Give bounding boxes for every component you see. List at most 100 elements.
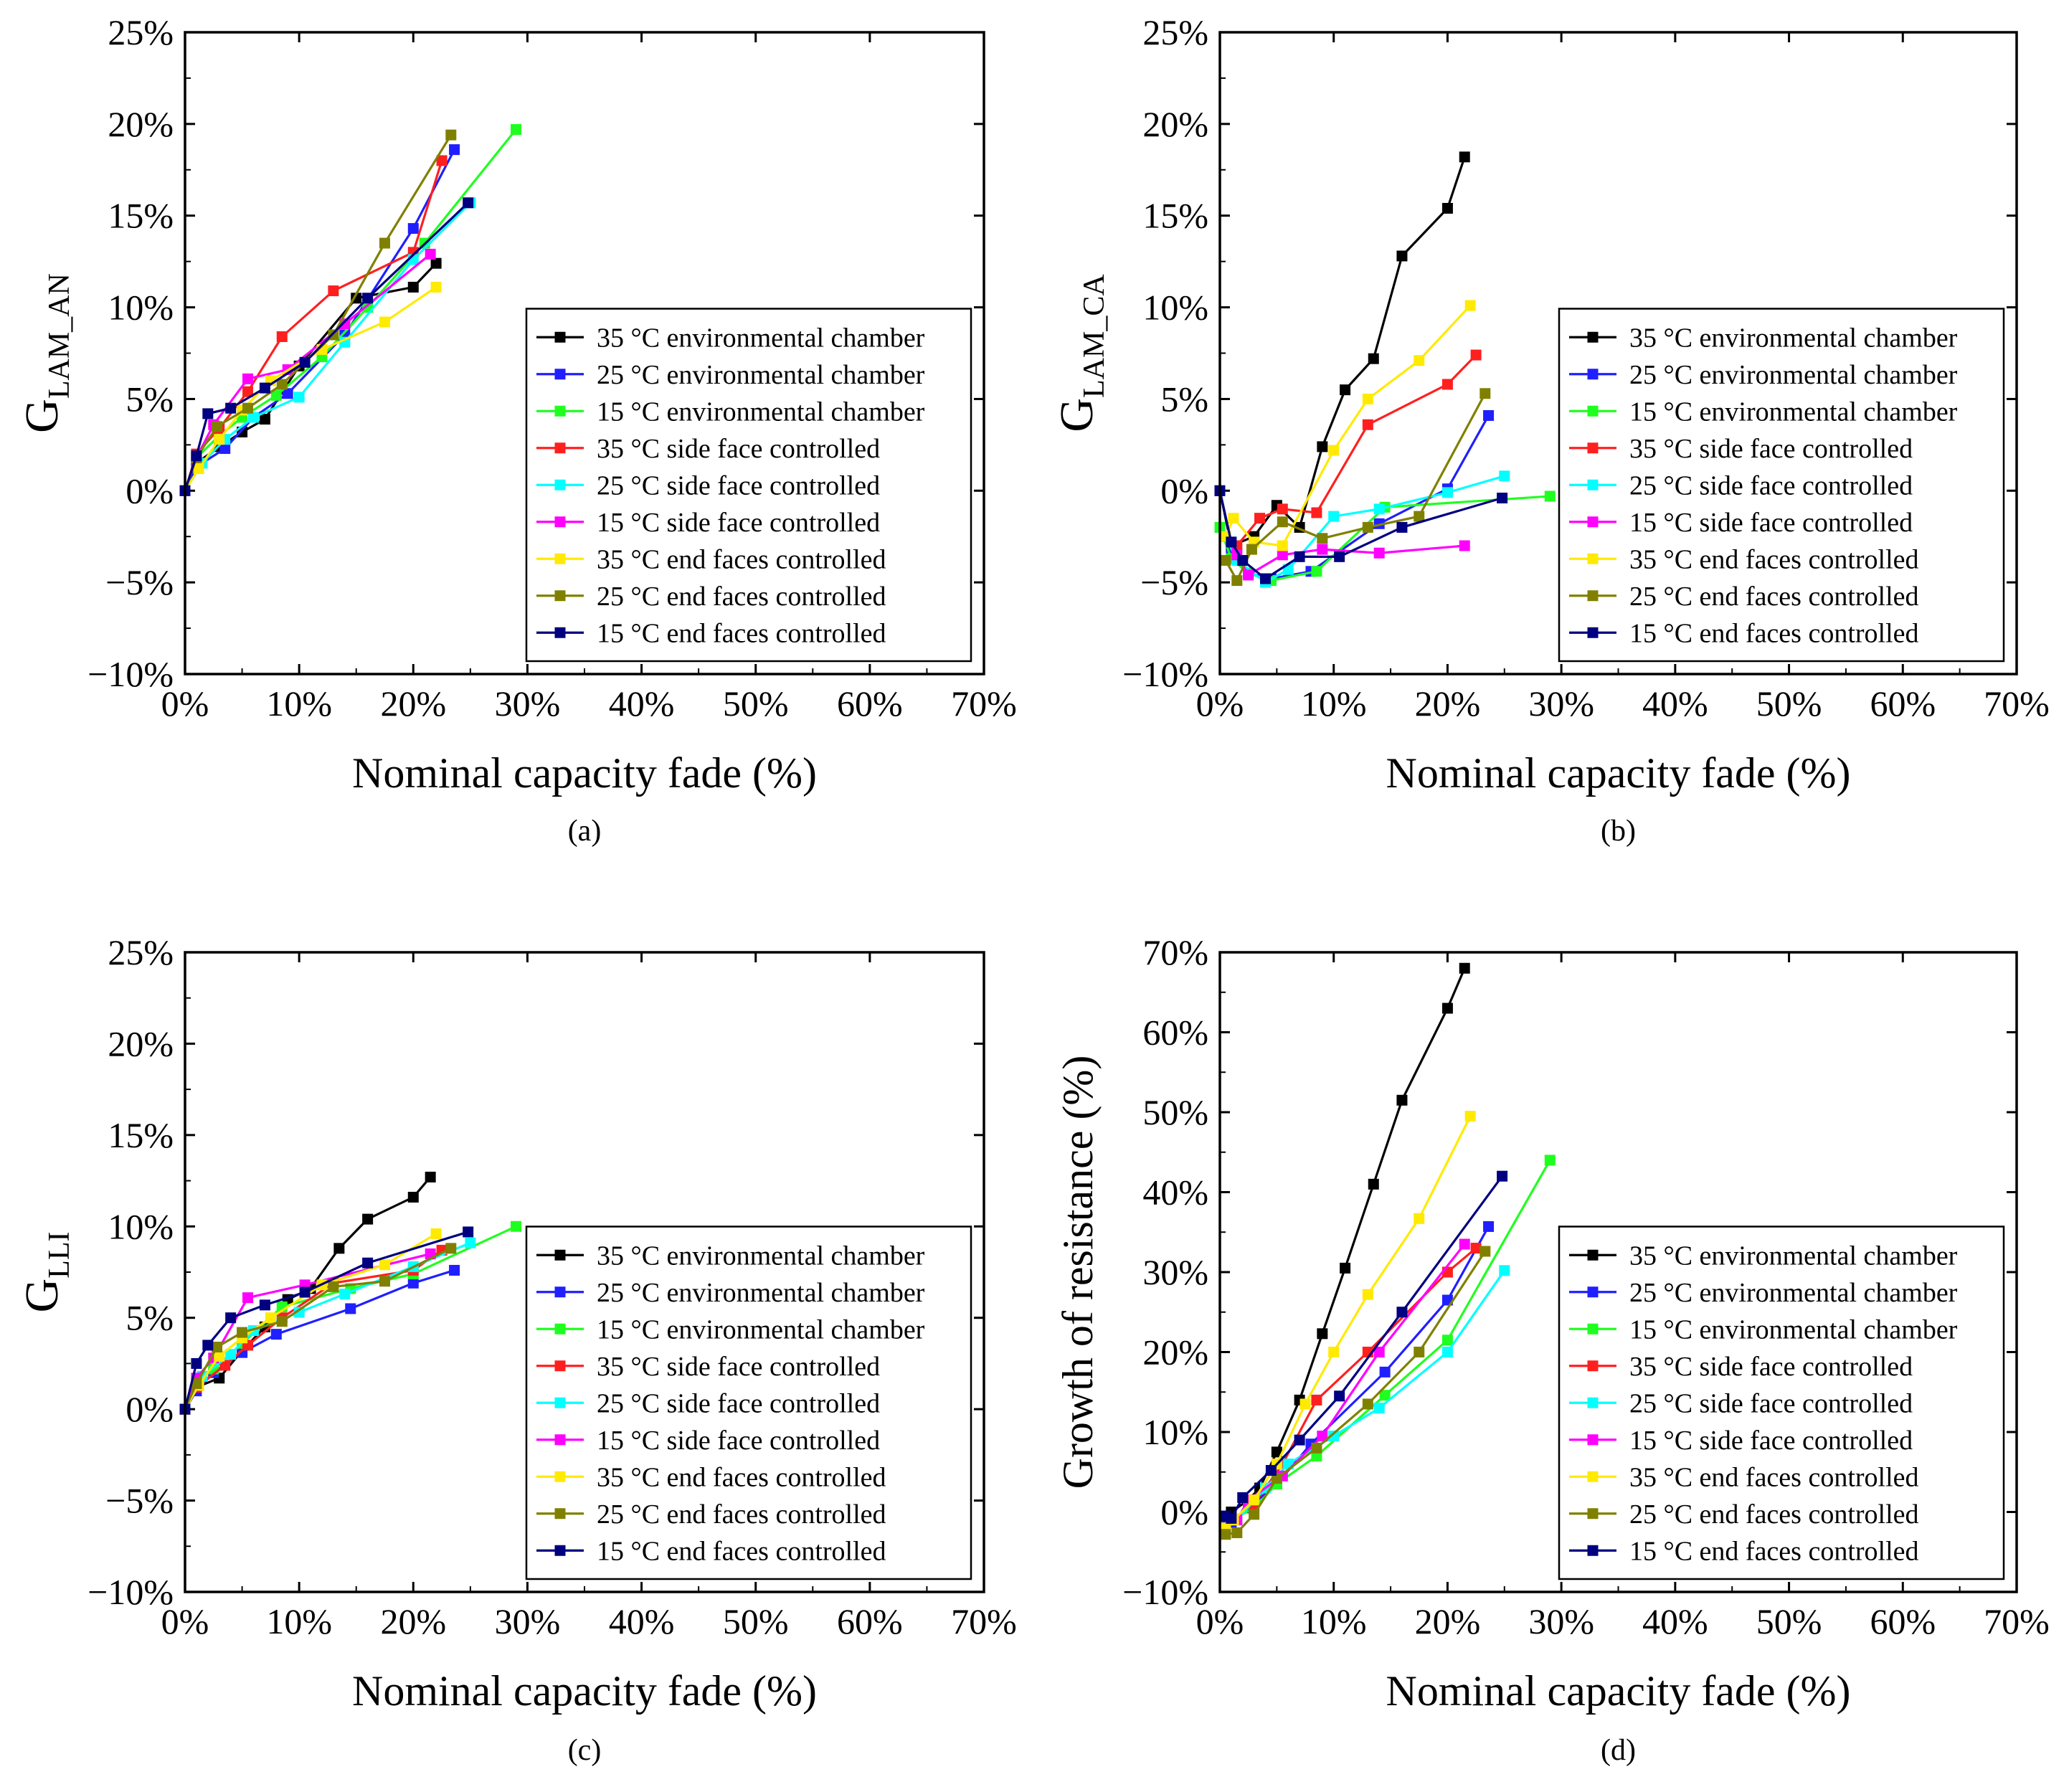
panel-caption: (d)	[1601, 1734, 1636, 1767]
legend-label: 25 °C environmental chamber	[597, 360, 925, 390]
panel-caption: (c)	[568, 1734, 602, 1767]
y-tick-label: 5%	[1160, 379, 1208, 419]
data-point	[1311, 507, 1322, 518]
legend-marker	[1587, 590, 1599, 602]
legend-item: 35 °C environmental chamber	[536, 323, 925, 353]
data-point	[1441, 1334, 1453, 1346]
legend-label: 25 °C end faces controlled	[597, 1499, 886, 1530]
y-tick-label: −5%	[1140, 562, 1208, 602]
y-tick-label: 10%	[108, 1206, 174, 1246]
data-point	[1311, 1442, 1322, 1454]
data-point	[1228, 513, 1239, 524]
data-point	[219, 1360, 231, 1371]
x-tick-label: 30%	[495, 683, 561, 724]
legend-label: 25 °C environmental chamber	[597, 1278, 925, 1308]
data-point	[225, 1312, 237, 1324]
data-point	[1497, 493, 1508, 504]
legend-item: 15 °C end faces controlled	[536, 618, 886, 648]
chart-panel-c: 0% 10% 20% 30% 40% 50% 60% 70% −10% −5% 0% 5% 10% 15%…	[16, 932, 1017, 1767]
data-point	[1237, 1492, 1249, 1503]
legend-marker	[554, 553, 566, 564]
series-3	[1220, 1155, 1556, 1534]
data-point	[1231, 1527, 1243, 1538]
plot-area	[179, 124, 522, 496]
x-tick-label: 30%	[495, 1601, 561, 1641]
legend-marker	[1587, 1471, 1599, 1482]
data-point	[1220, 554, 1231, 566]
legend-item: 15 °C end faces controlled	[536, 1536, 886, 1566]
legend-label: 35 °C side face controlled	[597, 1352, 880, 1382]
legend-item: 35 °C side face controlled	[1569, 1352, 1913, 1382]
y-axis-title-subscript: LAM_AN	[43, 273, 76, 399]
data-point	[1362, 1289, 1373, 1300]
legend-label: 15 °C end faces controlled	[597, 1536, 886, 1566]
series-line	[184, 202, 469, 491]
x-tick-label: 0%	[161, 683, 209, 724]
y-tick-label: 0%	[126, 1389, 174, 1429]
axis-ticks: 0% 10% 20% 30% 40% 50% 60% 70% −10% −5% 0% 5% 10% 15%…	[87, 12, 1017, 724]
data-point	[1328, 445, 1340, 456]
legend-label: 35 °C environmental chamber	[1629, 1241, 1958, 1271]
data-point	[219, 442, 231, 454]
y-tick-label: 10%	[108, 288, 174, 328]
data-point	[270, 389, 282, 401]
legend-marker	[554, 627, 566, 638]
plot-frame	[184, 31, 985, 675]
legend-marker	[554, 1545, 566, 1556]
data-point	[214, 1350, 225, 1362]
axis-ticks: 0% 10% 20% 30% 40% 50% 60% 70% −10% −5% 0% 5% 10% 15%…	[87, 932, 1017, 1641]
data-point	[449, 1264, 460, 1276]
x-tick-label: 70%	[1984, 683, 2050, 724]
data-point	[379, 1259, 390, 1271]
legend-marker	[554, 1397, 566, 1408]
data-point	[1544, 490, 1556, 502]
y-tick-label: 20%	[1142, 104, 1208, 144]
chart-panel-d: 0% 10% 20% 30% 40% 50% 60% 70%−10%0%10%20%30%40…	[1054, 932, 2050, 1767]
legend-item: 15 °C side face controlled	[1569, 1426, 1913, 1456]
data-point	[449, 144, 460, 156]
legend-label: 25 °C environmental chamber	[1629, 1278, 1958, 1308]
legend-label: 25 °C side face controlled	[1629, 470, 1913, 501]
data-point	[202, 1340, 214, 1351]
data-point	[1246, 544, 1257, 555]
data-point	[1441, 487, 1453, 498]
x-tick-label: 20%	[380, 683, 446, 724]
data-point	[362, 1213, 374, 1225]
x-tick-label: 60%	[837, 1601, 903, 1641]
data-point	[242, 386, 254, 397]
data-point	[1220, 1529, 1231, 1540]
x-tick-label: 40%	[609, 1601, 675, 1641]
y-tick-label: −5%	[105, 562, 174, 602]
data-point	[1483, 1220, 1495, 1232]
y-tick-label: −10%	[1122, 1572, 1208, 1612]
legend-marker	[1587, 627, 1599, 638]
data-point	[1368, 1178, 1379, 1190]
data-point	[379, 316, 390, 328]
legend-item: 35 °C end faces controlled	[1569, 544, 1919, 574]
y-tick-label: 25%	[108, 932, 174, 972]
legend-item: 25 °C side face controlled	[1569, 470, 1913, 501]
legend-label: 25 °C end faces controlled	[597, 582, 886, 612]
legend-label: 15 °C end faces controlled	[1629, 618, 1919, 648]
data-point	[1441, 202, 1453, 214]
x-tick-label: 40%	[1642, 683, 1708, 724]
legend-label: 35 °C side face controlled	[597, 434, 880, 464]
y-tick-label: 10%	[1142, 1412, 1208, 1452]
data-point	[1368, 353, 1379, 364]
data-point	[1441, 379, 1453, 390]
legend-marker	[1587, 442, 1599, 454]
y-tick-label: 5%	[126, 1298, 174, 1338]
legend-marker	[554, 442, 566, 454]
data-point	[1483, 409, 1495, 421]
data-point	[1499, 470, 1510, 482]
legend-item: 15 °C environmental chamber	[1569, 397, 1958, 427]
data-point	[1254, 513, 1266, 524]
y-tick-label: 10%	[1142, 288, 1208, 328]
legend-item: 15 °C side face controlled	[536, 508, 880, 538]
y-tick-label: 60%	[1142, 1013, 1208, 1053]
data-point	[430, 257, 442, 269]
data-point	[1277, 540, 1288, 551]
data-point	[1311, 566, 1322, 577]
legend-marker	[1587, 553, 1599, 564]
data-point	[425, 248, 436, 260]
